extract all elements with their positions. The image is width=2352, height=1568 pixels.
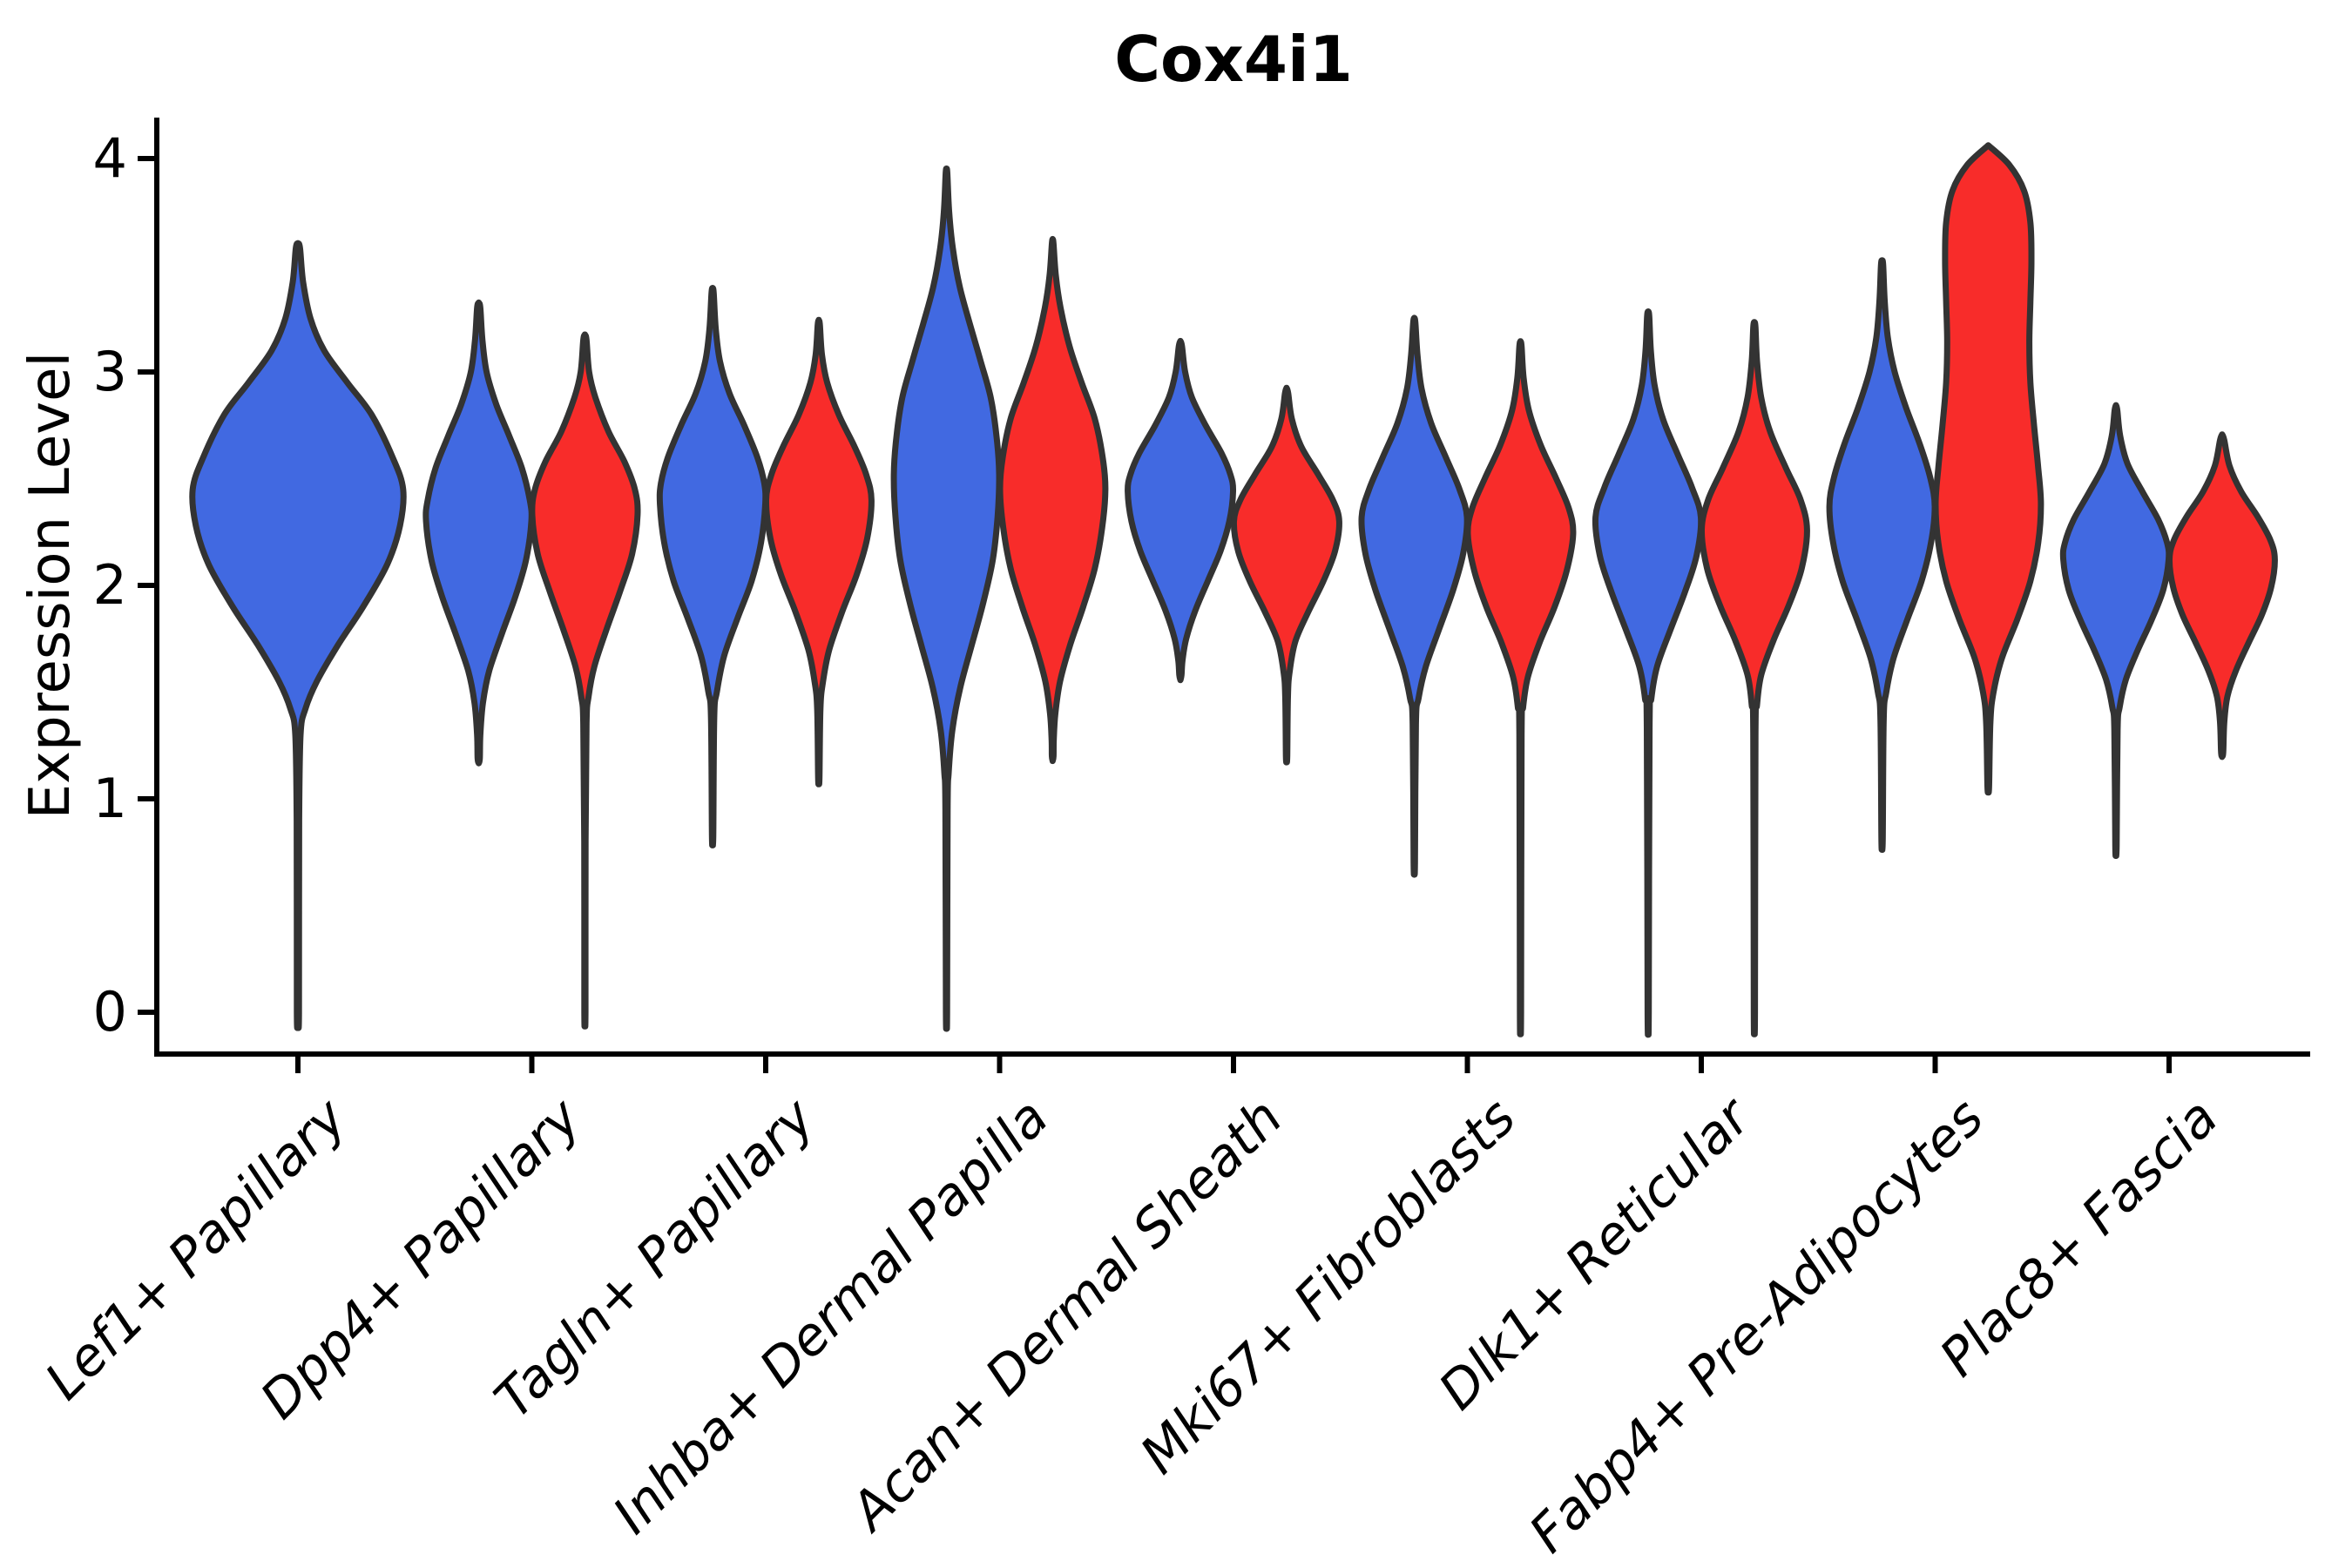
violin-dlk1-reticular-red	[1698, 319, 1810, 1037]
violin-tagln-papillary-red	[762, 316, 875, 787]
violin-fabp4-pre-adipocytes-blue	[1826, 257, 1938, 853]
violin-acan-dermal-sheath-blue	[1125, 337, 1237, 684]
violin-inhba-dermal-papilla-blue	[890, 166, 1003, 1032]
violin-tagln-papillary-blue	[656, 285, 769, 848]
y-tick-label: 4	[92, 126, 127, 190]
violin-fabp4-pre-adipocytes-red	[1932, 142, 2044, 796]
y-tick-label: 1	[92, 767, 127, 830]
violin-acan-dermal-sheath-red	[1230, 384, 1342, 766]
y-tick-label: 2	[92, 553, 127, 617]
violin-plac8-fascia-blue	[2059, 402, 2173, 859]
y-tick-label: 0	[92, 980, 127, 1044]
violin-dpp4-papillary-blue	[422, 299, 535, 767]
violin-inhba-dermal-papilla-red	[997, 235, 1109, 765]
violin-plac8-fascia-red	[2166, 431, 2278, 760]
violin-lef1-papillary-blue	[189, 240, 407, 1031]
violin-mki67-fibroblasts-red	[1464, 338, 1577, 1037]
violin-dpp4-papillary-red	[529, 331, 641, 1030]
y-tick-label: 3	[92, 340, 127, 403]
violin-dlk1-reticular-blue	[1592, 308, 1705, 1038]
chart-title: Cox4i1	[1114, 23, 1353, 96]
violin-mki67-fibroblasts-blue	[1358, 314, 1470, 878]
